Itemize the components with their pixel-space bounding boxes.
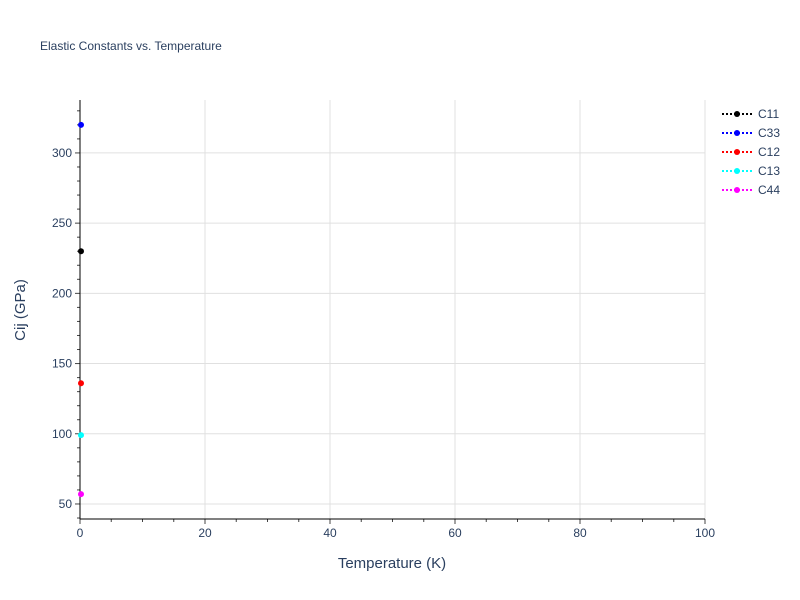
y-axis-label: Cij (GPa) [12,279,29,341]
legend-label: C13 [758,164,780,178]
y-tick-label: 50 [59,497,73,511]
x-tick-label: 20 [198,526,212,540]
legend-item-c44[interactable]: C44 [722,183,780,197]
data-point-c12 [78,380,84,387]
legend[interactable]: C11 C33 C12 C13 C44 [722,107,780,197]
data-points [78,121,84,498]
axes: 0 20 40 60 80 100 50 100 150 200 250 300 [52,100,715,540]
data-point-c11 [78,248,84,255]
legend-marker [734,187,740,193]
chart-title: Elastic Constants vs. Temperature [40,39,222,53]
legend-label: C12 [758,145,780,159]
y-tick-label: 250 [52,216,72,230]
x-tick-label: 80 [573,526,587,540]
legend-item-c11[interactable]: C11 [722,107,779,121]
legend-label: C11 [758,107,779,121]
legend-marker [734,168,740,174]
x-tick-label: 100 [695,526,715,540]
x-tick-label: 40 [323,526,337,540]
data-point-c44 [78,491,84,498]
legend-item-c33[interactable]: C33 [722,126,780,140]
data-point-c13 [78,432,84,439]
data-point-c33 [78,121,84,128]
legend-label: C33 [758,126,780,140]
legend-item-c12[interactable]: C12 [722,145,780,159]
x-tick-label: 60 [448,526,462,540]
legend-marker [734,149,740,155]
x-axis-label: Temperature (K) [338,555,446,572]
y-tick-label: 150 [52,357,72,371]
legend-marker [734,111,740,117]
legend-item-c13[interactable]: C13 [722,164,780,178]
x-tick-label: 0 [77,526,84,540]
gridlines [80,100,706,519]
y-tick-label: 200 [52,286,72,300]
legend-marker [734,130,740,136]
legend-label: C44 [758,183,780,197]
y-tick-label: 300 [52,146,72,160]
y-tick-label: 100 [52,427,72,441]
